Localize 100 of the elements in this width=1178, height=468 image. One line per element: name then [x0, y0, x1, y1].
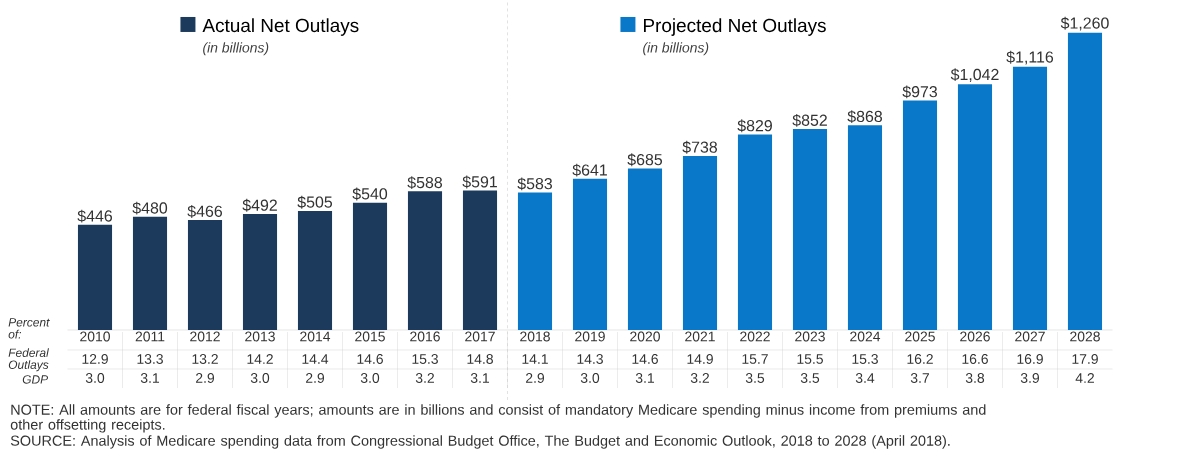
x-tick-label: 2020 [630, 331, 660, 342]
text: 3.0 [250, 373, 270, 383]
data-label: $1,260 [1060, 16, 1109, 31]
bar [352, 202, 388, 330]
text: 2.9 [196, 373, 215, 383]
bar [682, 155, 718, 330]
bar [902, 100, 938, 330]
bar [297, 210, 333, 330]
x-tick-label: 2019 [575, 331, 605, 342]
data-label: $852 [792, 113, 827, 127]
x-tick-label: 2026 [960, 331, 990, 342]
data-label: $505 [297, 195, 333, 209]
annotation: (in billions) [203, 42, 269, 56]
text: 3.5 [745, 373, 765, 383]
text: 14.9 [687, 354, 713, 364]
x-tick-label: 2025 [905, 331, 935, 342]
text: 3.0 [85, 373, 105, 383]
bar [517, 192, 553, 330]
data-label: $583 [517, 177, 553, 191]
data-label: $446 [77, 209, 113, 223]
bar [572, 178, 608, 330]
text: 3.1 [140, 373, 160, 383]
data-label: $973 [902, 85, 937, 99]
text: 3.0 [360, 373, 380, 383]
legend-label: Actual Net Outlays [202, 18, 359, 36]
text: 3.4 [855, 373, 875, 383]
bar [847, 125, 883, 330]
text: 3.5 [800, 373, 820, 383]
x-tick-label: 2012 [190, 331, 220, 342]
text: 13.3 [137, 354, 163, 364]
text: 13.2 [192, 354, 218, 364]
data-label: $641 [572, 163, 607, 177]
x-tick-label: 2027 [1015, 331, 1045, 342]
bar [1067, 32, 1103, 330]
text: 16.2 [907, 354, 933, 364]
data-label: $492 [242, 198, 277, 212]
x-tick-label: 2014 [300, 331, 331, 342]
text: 15.5 [797, 354, 823, 364]
x-tick-label: 2017 [465, 331, 495, 342]
text: 3.0 [580, 373, 600, 383]
text: 14.4 [302, 354, 329, 364]
text: 17.9 [1072, 354, 1098, 364]
x-tick-label: 2015 [355, 331, 385, 342]
bar [187, 220, 223, 330]
text: GDP [22, 375, 49, 384]
data-label: $466 [187, 204, 223, 218]
x-tick-label: 2021 [685, 331, 715, 342]
text: 15.3 [412, 354, 438, 364]
text: 2.9 [526, 373, 545, 383]
text: 12.9 [82, 354, 108, 364]
data-label: $738 [682, 140, 718, 154]
x-tick-label: 2011 [135, 331, 165, 342]
text: 15.3 [852, 354, 878, 364]
text: 15.7 [742, 354, 768, 364]
text: 14.3 [577, 354, 603, 364]
x-tick-label: 2010 [80, 331, 110, 342]
data-label: $829 [737, 119, 772, 133]
bar [792, 129, 828, 330]
data-label: $540 [352, 187, 388, 201]
text: 3.9 [1020, 373, 1040, 383]
bar [627, 168, 663, 330]
data-label: $1,116 [1006, 50, 1054, 65]
text: 14.6 [632, 354, 658, 364]
text: 3.7 [910, 373, 929, 383]
text: 14.1 [522, 354, 548, 364]
text: 3.1 [470, 373, 490, 383]
bar [132, 216, 168, 330]
text: 14.2 [247, 354, 273, 364]
text: 16.6 [962, 354, 988, 364]
x-tick-label: 2024 [850, 331, 881, 342]
data-label: $868 [847, 110, 883, 124]
text: 4.2 [1075, 373, 1094, 383]
text: 3.1 [635, 373, 655, 383]
text: 2.9 [306, 373, 325, 383]
bar [462, 190, 498, 330]
data-label: $591 [462, 175, 497, 189]
text: 3.8 [965, 373, 985, 383]
source-note: SOURCE: Analysis of Medicare spending data from Congressional Budget Office, The Budget and Economic Outlook, 2018 to 2028 (April 2018). [10, 435, 950, 449]
bar [407, 191, 443, 330]
x-tick-label: 2028 [1070, 331, 1100, 342]
bar [77, 224, 113, 330]
bar [242, 213, 278, 330]
bar [737, 134, 773, 330]
annotation: (in billions) [643, 42, 709, 56]
legend-label: Projected Net Outlays [643, 18, 826, 36]
bar [1012, 66, 1048, 330]
data-label: $480 [132, 201, 168, 215]
text: 14.8 [467, 354, 493, 364]
text: 16.9 [1017, 354, 1043, 364]
text: 3.2 [690, 373, 709, 383]
text: Federal Outlays [8, 348, 49, 372]
x-tick-label: 2018 [520, 331, 550, 342]
text: Percent of: [8, 318, 50, 339]
bar [957, 84, 993, 330]
data-label: $685 [627, 153, 663, 167]
text: 3.2 [415, 373, 434, 383]
x-tick-label: 2016 [410, 331, 440, 342]
x-tick-label: 2023 [795, 331, 825, 342]
x-tick-label: 2022 [740, 331, 770, 342]
text: NOTE: All amounts are for federal fiscal years; amounts are in billions and consist of mandatory Medicare spending minus income from premiums and other offsetting receipts. [10, 404, 986, 433]
